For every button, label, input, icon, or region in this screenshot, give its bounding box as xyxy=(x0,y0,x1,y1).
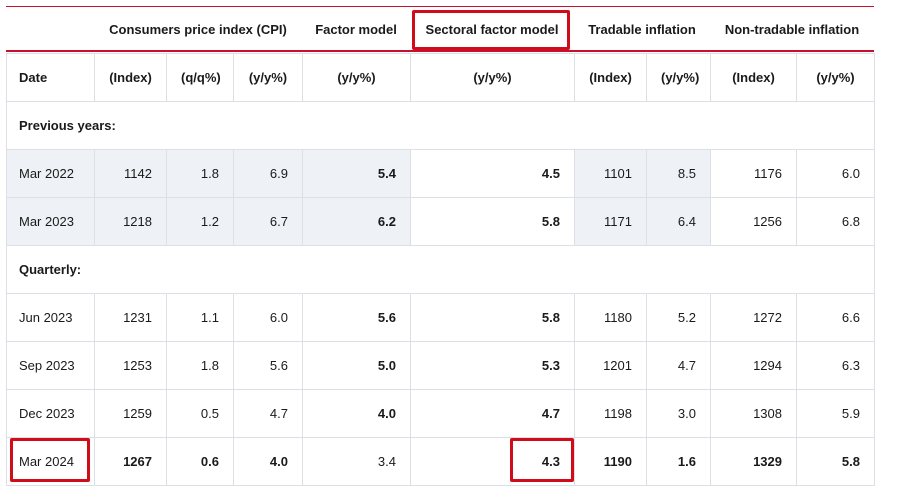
cell-cpi-yy: 6.9 xyxy=(233,149,303,198)
cell-cpi-yy: 5.6 xyxy=(233,341,303,390)
cell-factor-yy: 5.0 xyxy=(302,341,411,390)
cell-nontradable-index: 1308 xyxy=(710,389,797,438)
col-header-nontradable-index: (Index) xyxy=(710,53,797,102)
row-date: Dec 2023 xyxy=(6,389,95,438)
group-header-row: Consumers price index (CPI) Factor model… xyxy=(6,6,874,52)
inflation-table: Date (Index) (q/q%) (y/y%) (y/y%) (y/y%)… xyxy=(6,53,875,486)
cell-tradable-index: 1101 xyxy=(574,149,647,198)
col-header-date: Date xyxy=(6,53,95,102)
cell-cpi-index: 1231 xyxy=(94,293,167,342)
cell-nontradable-index: 1256 xyxy=(710,197,797,246)
cell-nontradable-yy: 6.6 xyxy=(796,293,875,342)
cell-tradable-index: 1201 xyxy=(574,341,647,390)
group-header-factor-model: Factor model xyxy=(315,21,397,37)
col-header-nontradable-yy: (y/y%) xyxy=(796,53,875,102)
cell-tradable-index: 1198 xyxy=(574,389,647,438)
cell-cpi-qq: 0.5 xyxy=(166,389,234,438)
table-row: Mar 2024 1267 0.6 4.0 3.4 4.3 1190 1.6 1… xyxy=(6,437,875,486)
row-date: Mar 2023 xyxy=(6,197,95,246)
col-header-tradable-yy: (y/y%) xyxy=(646,53,711,102)
cell-cpi-qq: 1.8 xyxy=(166,341,234,390)
col-header-cpi-yy: (y/y%) xyxy=(233,53,303,102)
group-header-tradable-inflation: Tradable inflation xyxy=(588,21,696,37)
cell-nontradable-index: 1294 xyxy=(710,341,797,390)
cell-cpi-qq: 1.8 xyxy=(166,149,234,198)
cell-factor-yy: 6.2 xyxy=(302,197,411,246)
cell-tradable-yy: 1.6 xyxy=(646,437,711,486)
col-header-factor-yy: (y/y%) xyxy=(302,53,411,102)
cell-tradable-index: 1180 xyxy=(574,293,647,342)
cell-factor-yy: 5.6 xyxy=(302,293,411,342)
cell-sectoral-yy: 5.3 xyxy=(410,341,575,390)
cell-cpi-qq: 1.1 xyxy=(166,293,234,342)
row-date: Mar 2024 xyxy=(6,437,95,486)
section-label-previous: Previous years: xyxy=(6,101,875,150)
cell-cpi-yy: 4.0 xyxy=(233,437,303,486)
cell-sectoral-yy: 4.3 xyxy=(410,437,575,486)
group-header-cpi: Consumers price index (CPI) xyxy=(109,21,287,37)
cell-sectoral-yy: 4.7 xyxy=(410,389,575,438)
section-row-quarterly: Quarterly: xyxy=(6,245,875,294)
cell-factor-yy: 3.4 xyxy=(302,437,411,486)
cell-nontradable-index: 1272 xyxy=(710,293,797,342)
cell-nontradable-yy: 6.0 xyxy=(796,149,875,198)
col-header-cpi-index: (Index) xyxy=(94,53,167,102)
cell-sectoral-yy: 4.5 xyxy=(410,149,575,198)
table-row: Mar 2022 1142 1.8 6.9 5.4 4.5 1101 8.5 1… xyxy=(6,149,875,198)
section-label-quarterly: Quarterly: xyxy=(6,245,875,294)
row-date: Mar 2022 xyxy=(6,149,95,198)
cell-cpi-qq: 1.2 xyxy=(166,197,234,246)
table-row: Sep 2023 1253 1.8 5.6 5.0 5.3 1201 4.7 1… xyxy=(6,341,875,390)
cell-nontradable-yy: 5.9 xyxy=(796,389,875,438)
cell-cpi-yy: 6.0 xyxy=(233,293,303,342)
table-row: Dec 2023 1259 0.5 4.7 4.0 4.7 1198 3.0 1… xyxy=(6,389,875,438)
cell-cpi-yy: 6.7 xyxy=(233,197,303,246)
cell-tradable-yy: 5.2 xyxy=(646,293,711,342)
cell-tradable-yy: 8.5 xyxy=(646,149,711,198)
cell-nontradable-yy: 6.8 xyxy=(796,197,875,246)
cell-tradable-yy: 6.4 xyxy=(646,197,711,246)
cell-cpi-yy: 4.7 xyxy=(233,389,303,438)
cell-nontradable-yy: 6.3 xyxy=(796,341,875,390)
col-header-cpi-qq: (q/q%) xyxy=(166,53,234,102)
cell-nontradable-yy: 5.8 xyxy=(796,437,875,486)
table-row: Mar 2023 1218 1.2 6.7 6.2 5.8 1171 6.4 1… xyxy=(6,197,875,246)
cell-sectoral-yy: 5.8 xyxy=(410,197,575,246)
group-header-non-tradable-inflation: Non-tradable inflation xyxy=(724,21,860,37)
cell-cpi-index: 1218 xyxy=(94,197,167,246)
cell-nontradable-index: 1329 xyxy=(710,437,797,486)
cell-nontradable-index: 1176 xyxy=(710,149,797,198)
row-date: Sep 2023 xyxy=(6,341,95,390)
cell-cpi-qq: 0.6 xyxy=(166,437,234,486)
cell-cpi-index: 1253 xyxy=(94,341,167,390)
column-header-row: Date (Index) (q/q%) (y/y%) (y/y%) (y/y%)… xyxy=(6,53,875,102)
col-header-sectoral-yy: (y/y%) xyxy=(410,53,575,102)
cell-tradable-index: 1190 xyxy=(574,437,647,486)
cell-cpi-index: 1142 xyxy=(94,149,167,198)
cell-sectoral-yy: 5.8 xyxy=(410,293,575,342)
table-row: Jun 2023 1231 1.1 6.0 5.6 5.8 1180 5.2 1… xyxy=(6,293,875,342)
cell-tradable-yy: 3.0 xyxy=(646,389,711,438)
row-date: Jun 2023 xyxy=(6,293,95,342)
cell-tradable-index: 1171 xyxy=(574,197,647,246)
col-header-tradable-index: (Index) xyxy=(574,53,647,102)
cell-cpi-index: 1267 xyxy=(94,437,167,486)
cell-factor-yy: 4.0 xyxy=(302,389,411,438)
cell-factor-yy: 5.4 xyxy=(302,149,411,198)
group-header-sectoral-factor-model: Sectoral factor model xyxy=(425,21,559,37)
cell-cpi-index: 1259 xyxy=(94,389,167,438)
cell-tradable-yy: 4.7 xyxy=(646,341,711,390)
section-row-previous: Previous years: xyxy=(6,101,875,150)
